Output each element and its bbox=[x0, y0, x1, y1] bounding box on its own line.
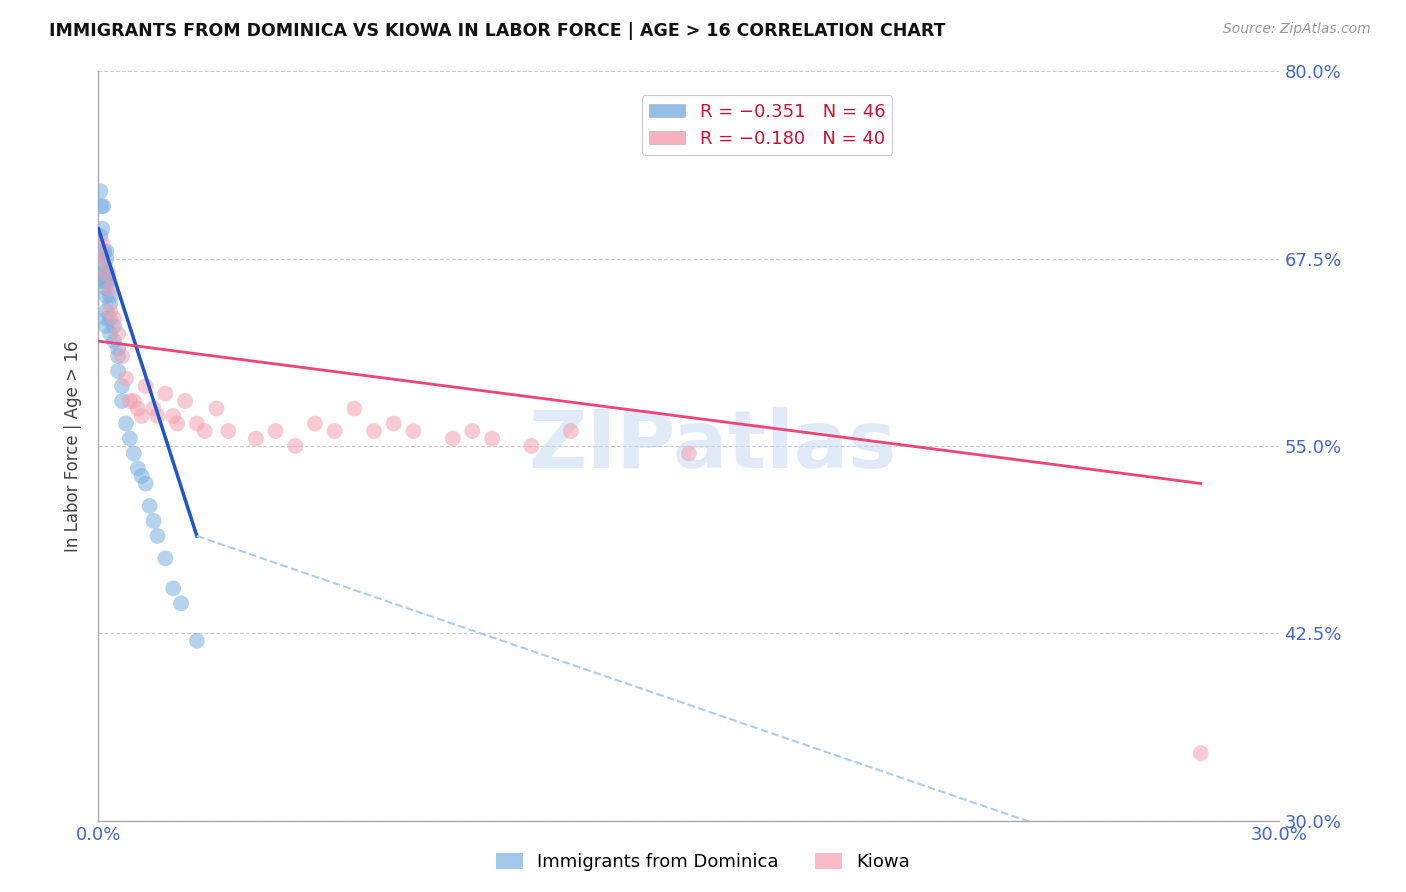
Point bbox=[115, 417, 138, 431]
Point bbox=[127, 461, 149, 475]
Point bbox=[91, 244, 114, 259]
Text: Source: ZipAtlas.com: Source: ZipAtlas.com bbox=[1223, 22, 1371, 37]
Point bbox=[97, 274, 120, 288]
Point bbox=[91, 259, 114, 273]
Point bbox=[174, 394, 197, 409]
Point bbox=[194, 424, 217, 438]
Point bbox=[115, 371, 138, 385]
Point bbox=[98, 282, 121, 296]
Point bbox=[186, 417, 208, 431]
Point bbox=[245, 432, 267, 446]
Point bbox=[155, 386, 177, 401]
Point bbox=[264, 424, 287, 438]
Point bbox=[98, 289, 121, 303]
Point bbox=[131, 409, 153, 423]
Point bbox=[107, 349, 129, 363]
Point bbox=[91, 199, 114, 213]
Point bbox=[118, 432, 141, 446]
Point bbox=[146, 529, 169, 543]
Point bbox=[217, 424, 239, 438]
Point bbox=[97, 267, 120, 281]
Point bbox=[103, 319, 125, 334]
Point bbox=[91, 221, 114, 235]
Point bbox=[89, 184, 111, 198]
Point bbox=[96, 274, 118, 288]
Point bbox=[170, 596, 193, 610]
Point bbox=[142, 514, 165, 528]
Point bbox=[98, 311, 121, 326]
Point bbox=[304, 417, 326, 431]
Point bbox=[162, 582, 184, 596]
Point bbox=[135, 379, 157, 393]
Point bbox=[122, 446, 145, 460]
Point bbox=[560, 424, 582, 438]
Point bbox=[89, 229, 111, 244]
Point bbox=[107, 326, 129, 341]
Point bbox=[93, 244, 115, 259]
Point bbox=[98, 296, 121, 310]
Point bbox=[461, 424, 484, 438]
Point bbox=[138, 499, 160, 513]
Point bbox=[1189, 746, 1212, 760]
Point bbox=[96, 267, 118, 281]
Point bbox=[93, 259, 115, 273]
Point bbox=[402, 424, 425, 438]
Point bbox=[146, 409, 169, 423]
Point bbox=[98, 304, 121, 318]
Point bbox=[186, 633, 208, 648]
Point bbox=[111, 349, 134, 363]
Point bbox=[343, 401, 366, 416]
Point bbox=[520, 439, 543, 453]
Point bbox=[122, 394, 145, 409]
Point bbox=[205, 401, 228, 416]
Point bbox=[135, 476, 157, 491]
Point bbox=[90, 199, 112, 213]
Point bbox=[162, 409, 184, 423]
Point bbox=[96, 244, 118, 259]
Point bbox=[127, 401, 149, 416]
Point bbox=[96, 304, 118, 318]
Point bbox=[166, 417, 188, 431]
Point bbox=[481, 432, 503, 446]
Point bbox=[131, 469, 153, 483]
Legend: Immigrants from Dominica, Kiowa: Immigrants from Dominica, Kiowa bbox=[488, 846, 918, 879]
Point bbox=[91, 274, 114, 288]
Point bbox=[111, 394, 134, 409]
Point bbox=[96, 282, 118, 296]
Point bbox=[678, 446, 700, 460]
Point bbox=[107, 342, 129, 356]
Point bbox=[96, 289, 118, 303]
Point bbox=[96, 252, 118, 266]
Point bbox=[363, 424, 385, 438]
Point bbox=[98, 326, 121, 341]
Text: IMMIGRANTS FROM DOMINICA VS KIOWA IN LABOR FORCE | AGE > 16 CORRELATION CHART: IMMIGRANTS FROM DOMINICA VS KIOWA IN LAB… bbox=[49, 22, 946, 40]
Point bbox=[91, 236, 114, 251]
Point bbox=[142, 401, 165, 416]
Point bbox=[111, 379, 134, 393]
Text: ZIPatlas: ZIPatlas bbox=[529, 407, 897, 485]
Point bbox=[441, 432, 464, 446]
Point bbox=[284, 439, 307, 453]
Point bbox=[103, 334, 125, 348]
Point bbox=[323, 424, 346, 438]
Point bbox=[382, 417, 405, 431]
Point bbox=[118, 394, 141, 409]
Point bbox=[107, 364, 129, 378]
Point bbox=[96, 311, 118, 326]
Point bbox=[96, 267, 118, 281]
Point bbox=[93, 274, 115, 288]
Y-axis label: In Labor Force | Age > 16: In Labor Force | Age > 16 bbox=[65, 340, 83, 552]
Point bbox=[155, 551, 177, 566]
Point bbox=[96, 319, 118, 334]
Point bbox=[103, 311, 125, 326]
Point bbox=[91, 252, 114, 266]
Legend: R = −0.351   N = 46, R = −0.180   N = 40: R = −0.351 N = 46, R = −0.180 N = 40 bbox=[643, 95, 893, 155]
